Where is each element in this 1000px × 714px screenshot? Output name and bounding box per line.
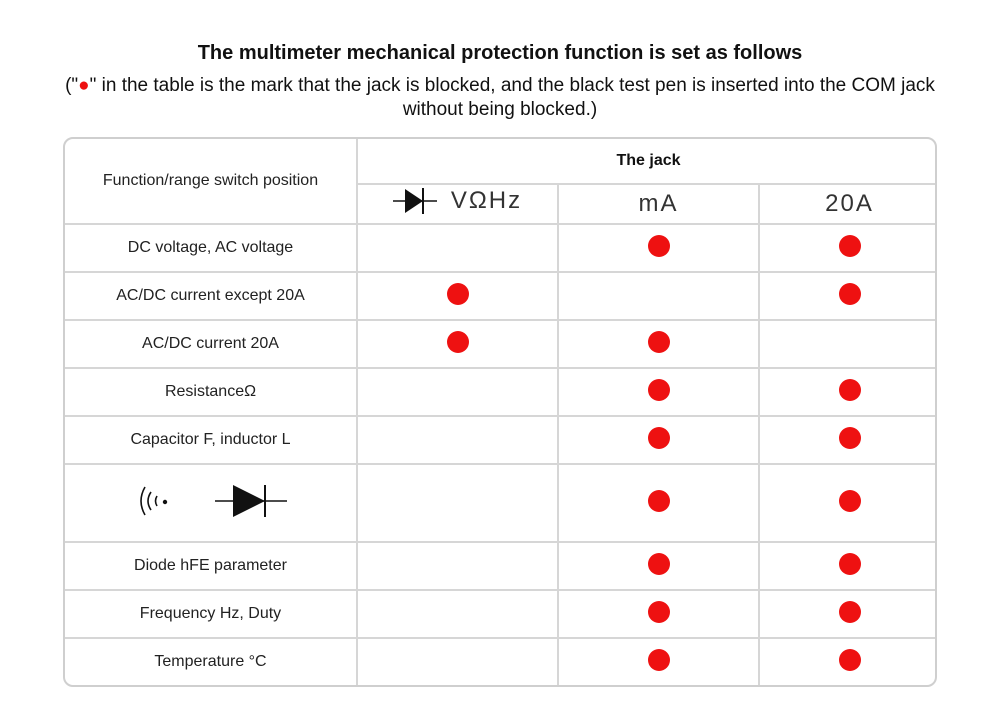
blocked-dot-icon [647, 330, 670, 353]
cell-ma [557, 589, 760, 640]
table-row: Capacitor F, inductor L [65, 415, 935, 466]
cell-ma [557, 637, 760, 685]
blocked-mark-icon: ● [78, 75, 90, 96]
table-row: DC voltage, AC voltage [65, 222, 935, 274]
blocked-dot-icon [647, 426, 670, 449]
blocked-dot-icon [647, 552, 670, 575]
jack-header: The jack [355, 139, 935, 185]
blocked-dot-icon [838, 648, 861, 671]
blocked-dot-icon [647, 378, 670, 401]
cell-vohz [356, 271, 559, 322]
table-row: Temperature °C [65, 637, 935, 685]
cell-ma [557, 415, 760, 466]
cell-ma [557, 271, 760, 322]
cell-20a [757, 222, 935, 274]
blocked-dot-icon [838, 600, 861, 623]
blocked-dot-icon [647, 234, 670, 257]
page-subtitle: ("●" in the table is the mark that the j… [60, 74, 940, 122]
cell-vohz [356, 637, 559, 685]
table-row: AC/DC current 20A [65, 319, 935, 370]
blocked-dot-icon [647, 600, 670, 623]
page-title: The multimeter mechanical protection fun… [197, 42, 803, 64]
row-label [65, 463, 358, 544]
diode-icon [214, 484, 287, 517]
cell-ma [557, 319, 760, 370]
table-row: ResistanceΩ [65, 367, 935, 418]
column-header-ma: mA [557, 183, 760, 225]
diode-icon [392, 187, 437, 214]
cell-20a [757, 541, 935, 592]
cell-vohz [356, 319, 559, 370]
blocked-dot-icon [838, 282, 861, 305]
subtitle-prefix: (" [65, 75, 79, 96]
cell-20a [757, 637, 935, 685]
protection-table: Function/range switch position The jack … [63, 137, 937, 687]
cell-vohz [356, 367, 559, 418]
row-label: ResistanceΩ [65, 367, 358, 418]
cell-20a [757, 367, 935, 418]
row-label: Frequency Hz, Duty [65, 589, 358, 640]
blocked-dot-icon [838, 552, 861, 575]
blocked-dot-icon [446, 282, 469, 305]
table-row: Diode hFE parameter [65, 541, 935, 592]
cell-ma [557, 367, 760, 418]
blocked-dot-icon [647, 489, 670, 512]
row-label: Temperature °C [65, 637, 358, 685]
row-label: Diode hFE parameter [65, 541, 358, 592]
blocked-dot-icon [838, 489, 861, 512]
row-label: Capacitor F, inductor L [65, 415, 358, 466]
blocked-dot-icon [838, 234, 861, 257]
subtitle-suffix: " in the table is the mark that the jack… [89, 75, 935, 120]
blocked-dot-icon [647, 648, 670, 671]
blocked-dot-icon [838, 378, 861, 401]
cell-ma [557, 463, 760, 544]
blocked-dot-icon [838, 426, 861, 449]
blocked-dot-icon [446, 330, 469, 353]
row-label: DC voltage, AC voltage [65, 222, 358, 274]
table-row [65, 463, 935, 544]
cell-20a [757, 415, 935, 466]
table-row: Frequency Hz, Duty [65, 589, 935, 640]
cell-vohz [356, 222, 559, 274]
cell-ma [557, 222, 760, 274]
cell-vohz [356, 541, 559, 592]
column-header-20a: 20A [757, 183, 935, 225]
cell-vohz [356, 415, 559, 466]
table-row: AC/DC current except 20A [65, 271, 935, 322]
cell-vohz [356, 463, 559, 544]
row-label: AC/DC current except 20A [65, 271, 358, 322]
function-header: Function/range switch position [65, 139, 358, 225]
column-label-vohz: VΩHz [450, 186, 523, 214]
continuity-sound-icon [139, 486, 167, 516]
cell-20a [757, 271, 935, 322]
column-header-vohz: VΩHz [357, 183, 559, 225]
row-label: AC/DC current 20A [65, 319, 358, 370]
cell-20a [757, 319, 935, 370]
cell-20a [757, 589, 935, 640]
cell-vohz [356, 589, 559, 640]
cell-20a [757, 463, 935, 544]
cell-ma [557, 541, 760, 592]
